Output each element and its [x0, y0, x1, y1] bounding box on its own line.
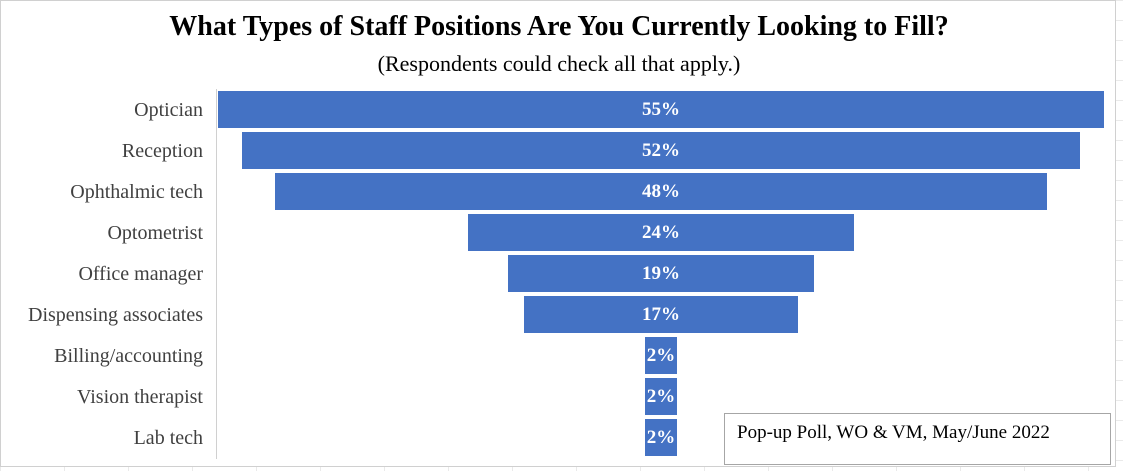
bar[interactable]: 2% [644, 378, 678, 415]
category-label: Ophthalmic tech [70, 180, 203, 203]
category-label: Dispensing associates [28, 303, 203, 326]
data-label: 52% [641, 139, 680, 161]
data-label: 55% [642, 98, 680, 120]
source-note-text: Pop-up Poll, WO & VM, May/June 2022 [737, 422, 1050, 443]
data-label: 2% [646, 344, 676, 366]
category-label: Lab tech [133, 426, 203, 449]
category-axis-line [216, 89, 217, 459]
data-label: 17% [641, 303, 680, 325]
data-label: 2% [646, 385, 676, 407]
bar[interactable]: 48% [274, 173, 1048, 210]
bar[interactable]: 55% [218, 91, 1104, 128]
bar[interactable]: 19% [508, 255, 814, 292]
bar[interactable]: 17% [524, 296, 798, 333]
data-label: 19% [641, 262, 680, 284]
data-label: 24% [641, 221, 680, 243]
category-label: Optometrist [107, 221, 203, 244]
source-note-box[interactable]: Pop-up Poll, WO & VM, May/June 2022 [724, 413, 1111, 465]
data-label: 2% [646, 426, 676, 448]
category-label: Billing/accounting [54, 344, 203, 367]
category-label: Vision therapist [76, 385, 203, 408]
bar[interactable]: 2% [644, 419, 678, 456]
category-label: Office manager [78, 262, 203, 285]
data-label: 48% [641, 180, 680, 202]
category-label: Reception [121, 139, 203, 162]
chart-subtitle: (Respondents could check all that apply.… [377, 51, 741, 76]
bar[interactable]: 24% [467, 214, 855, 251]
bar[interactable]: 2% [644, 337, 678, 374]
bar[interactable]: 52% [242, 132, 1080, 169]
chart-title: What Types of Staff Positions Are You Cu… [169, 11, 949, 42]
category-label: Optician [134, 98, 203, 121]
